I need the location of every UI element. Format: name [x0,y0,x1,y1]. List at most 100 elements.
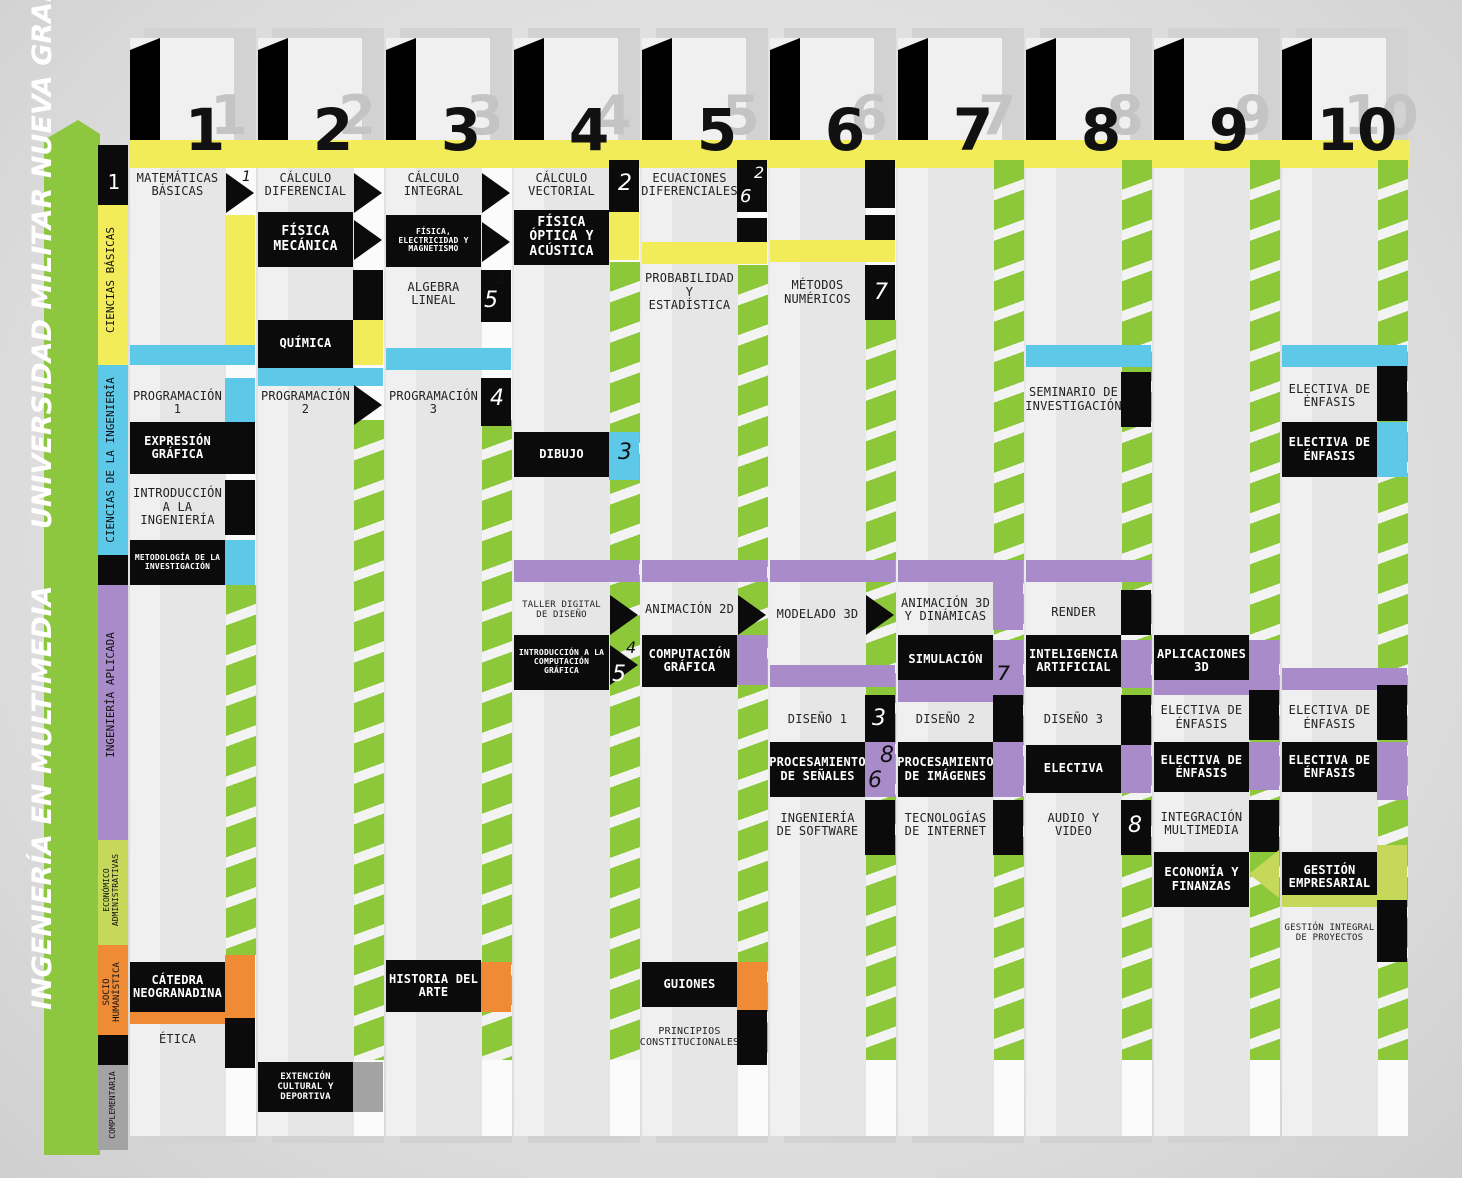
course-calculo-integral[interactable]: CÁLCULO INTEGRAL [403,170,464,198]
category-ciencias-basicas [98,205,128,365]
semester-number: 8 [1080,96,1122,164]
semester-number: 6 [824,96,866,164]
course-electiva-enfasis[interactable]: ELECTIVA DE ÉNFASIS [1154,742,1249,792]
course-principios[interactable]: PRINCIPIOS CONSTITUCIONALES [639,1025,740,1048]
course-ecuaciones-diferenciales[interactable]: ECUACIONES DIFERENCIALES [641,170,738,198]
course-procesamiento-imagenes[interactable]: PROCESAMIENTO DE IMÁGENES [897,742,994,797]
course-audio-video[interactable]: AUDIO Y VIDEO [1047,810,1100,838]
course-animacion-2d[interactable]: ANIMACIÓN 2D [644,602,735,617]
course-electiva-enfasis[interactable]: ELECTIVA DE ÉNFASIS [1288,381,1371,409]
course-modelado-3d[interactable]: MODELADO 3D [776,607,859,622]
course-fisica-mecanica[interactable]: FÍSICA MECÁNICA [258,212,353,267]
dark-tab [993,800,1023,855]
dark-tab [1121,695,1151,745]
course-programacion-2[interactable]: PROGRAMACIÓN 2 [260,388,351,416]
course-etica[interactable]: ÉTICA [158,1032,197,1047]
column-tab [1154,38,1184,152]
course-integracion-multimedia[interactable]: INTEGRACIÓN MULTIMEDIA [1160,809,1243,837]
course-procesamiento-senales[interactable]: PROCESAMIENTO DE SEÑALES [769,742,866,797]
course-gestion-empresarial[interactable]: GESTIÓN EMPRESARIAL [1282,852,1377,902]
prereq-number: 3 [872,706,886,731]
column-tab [386,38,416,152]
course-diseno-2[interactable]: DISEÑO 2 [915,712,976,727]
course-electiva-enfasis[interactable]: ELECTIVA DE ÉNFASIS [1282,742,1377,792]
semester-number: 2 [312,96,354,164]
course-quimica[interactable]: QUÍMICA [258,320,353,368]
course-tecnologias-internet[interactable]: TECNOLOGÍAS DE INTERNET [904,810,987,838]
course-simulacion[interactable]: SIMULACIÓN [898,635,993,685]
course-catedra-neogranadina[interactable]: CÁTEDRA NEOGRANADINA [130,962,225,1012]
column-yellow-band [258,140,386,168]
course-electiva[interactable]: ELECTIVA [1026,745,1121,793]
blue-connector [225,540,255,585]
course-metodologia[interactable]: METODOLOGÍA DE LA INVESTIGACIÓN [130,540,225,585]
course-dibujo[interactable]: DIBUJO [514,432,609,477]
semester-number-shadow: 3 [466,84,504,147]
course-computacion-grafica[interactable]: COMPUTACIÓN GRÁFICA [642,635,737,687]
prereq-number: 6 [740,186,752,207]
dark-tab [225,1018,255,1068]
category-label: INGENIERÍA APLICADA [104,632,117,758]
dark-tab [1377,900,1407,962]
purple-connector [993,580,1023,630]
course-metodos-numericos[interactable]: MÉTODOS NUMÉRICOS [784,278,851,306]
column-yellow-band [386,140,514,168]
course-algebra-lineal[interactable]: ALGEBRA LINEAL [407,279,460,307]
course-matematicas-basicas[interactable]: MATEMÁTICAS BÁSICAS [136,170,219,198]
prereq-number: 8 [880,743,894,768]
category-socio-humanistica [98,945,128,1035]
course-programacion-3[interactable]: PROGRAMACIÓN 3 [388,388,479,416]
course-diseno-3[interactable]: DISEÑO 3 [1043,712,1104,727]
category-complementaria [98,1065,128,1150]
course-fisica-electricidad[interactable]: FÍSICA, ELECTRICIDAD Y MAGNETISMO [386,215,481,267]
semester-number: 4 [568,96,610,164]
purple-band [770,560,895,582]
prereq-number: 1 [497,268,508,287]
course-gestion-integral[interactable]: GESTIÓN INTEGRAL DE PROYECTOS [1284,922,1375,943]
orange-band [130,1012,255,1024]
dark-tab [353,270,383,320]
dark-tab [1249,800,1279,852]
dark-tab [225,480,255,535]
course-historia-arte[interactable]: HISTORIA DEL ARTE [386,960,481,1012]
course-introduccion-ingenieria[interactable]: INTRODUCCIÓN A LA INGENIERÍA [132,486,223,528]
course-taller-digital[interactable]: TALLER DIGITAL DE DISEÑO [522,599,601,620]
course-seminario[interactable]: SEMINARIO DE INVESTIGACIÓN [1025,385,1122,413]
prereq-number: 8 [1128,813,1142,838]
blue-band [258,368,383,386]
course-ingenieria-software[interactable]: INGENIERÍA DE SOFTWARE [776,810,859,838]
semester-number-shadow: 8 [1106,84,1144,147]
purple-connector [1121,745,1151,793]
course-calculo-diferencial[interactable]: CÁLCULO DIFERENCIAL [264,170,347,198]
course-electiva-enfasis[interactable]: ELECTIVA DE ÉNFASIS [1288,703,1371,731]
purple-band [770,665,895,687]
course-electiva-enfasis[interactable]: ELECTIVA DE ÉNFASIS [1160,703,1243,731]
course-fisica-optica[interactable]: FÍSICA ÓPTICA Y ACÚSTICA [514,210,609,265]
course-aplicaciones-3d[interactable]: APLICACIONES 3D [1154,635,1249,687]
course-diseno-1[interactable]: DISEÑO 1 [787,712,848,727]
course-expresion-grafica[interactable]: EXPRESIÓN GRÁFICA [130,422,225,474]
course-economia-finanzas[interactable]: ECONOMÍA Y FINANZAS [1154,852,1249,907]
semester-number-shadow: 2 [338,84,376,147]
dark-tab [481,378,511,426]
category-divider [98,1035,128,1065]
course-render[interactable]: RENDER [1051,605,1096,620]
course-programacion-1[interactable]: PROGRAMACIÓN 1 [132,388,223,416]
course-inteligencia-artificial[interactable]: INTELIGENCIA ARTIFICIAL [1026,635,1121,687]
course-electiva-enfasis[interactable]: ELECTIVA DE ÉNFASIS [1282,422,1377,477]
course-intro-computacion-grafica[interactable]: INTRODUCCIÓN A LA COMPUTACIÓN GRÁFICA [514,635,609,690]
purple-connector [993,742,1023,797]
purple-connector [1377,742,1407,800]
course-animacion-3d[interactable]: ANIMACIÓN 3D Y DINÁMICAS [900,595,991,623]
course-calculo-vectorial[interactable]: CÁLCULO VECTORIAL [528,170,595,198]
purple-band [1282,668,1407,690]
program-title: INGENIERÍA EN MULTIMEDIA UNIVERSIDAD MIL… [27,0,88,1010]
dark-tab [1377,685,1407,740]
course-extencion-cultural[interactable]: EXTENCIÓN CULTURAL Y DEPORTIVA [258,1062,353,1112]
column-stripes [1250,160,1280,1060]
dark-tab [737,1010,767,1065]
course-probabilidad[interactable]: PROBABILIDAD Y ESTADÍSTICA [644,271,735,313]
program-name: INGENIERÍA EN MULTIMEDIA [27,585,58,1010]
course-guiones[interactable]: GUIONES [642,962,737,1007]
